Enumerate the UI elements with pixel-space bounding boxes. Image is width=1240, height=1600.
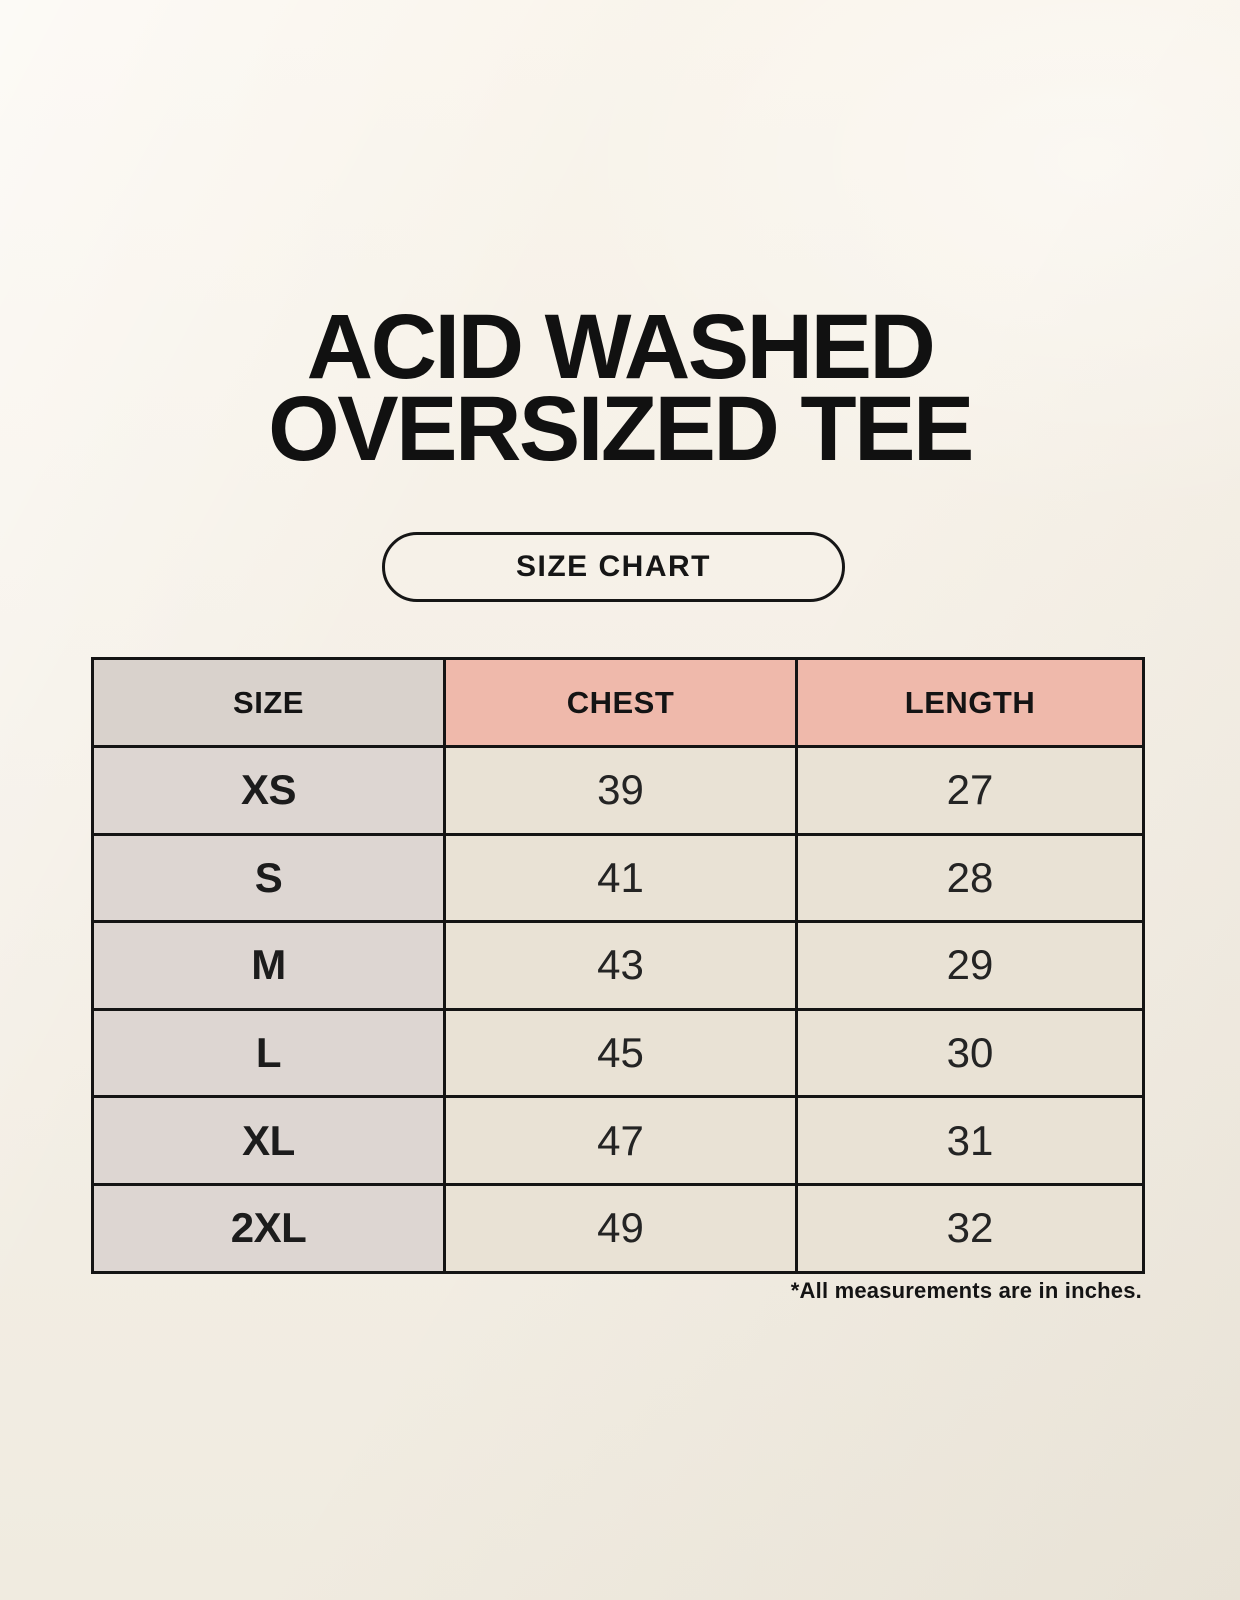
length-value-cell: 28 [795,832,1145,924]
chest-value-cell: 39 [443,745,798,836]
size-label-cell: XL [91,1095,446,1186]
table-row-m: M 43 29 [91,920,1145,1011]
chest-value-cell: 47 [443,1095,798,1186]
length-value-cell: 29 [795,920,1145,1011]
size-label-cell: S [91,832,446,924]
length-value-cell: 30 [795,1007,1145,1099]
product-title-line2: OVERSIZED TEE [268,378,974,480]
product-title: ACID WASHED OVERSIZED TEE [0,296,1240,480]
table-row-s: S 41 28 [91,832,1145,924]
chest-value-cell: 45 [443,1007,798,1099]
measurements-footnote: *All measurements are in inches. [790,1278,1142,1303]
table-header-row: SIZE CHEST LENGTH [91,657,1145,748]
table-row-xs: XS 39 27 [91,745,1145,836]
size-chart-button[interactable]: SIZE CHART [382,532,845,602]
size-label-cell: XS [91,745,446,836]
size-label-cell: L [91,1007,446,1099]
chest-value-cell: 41 [443,832,798,924]
length-value-cell: 27 [795,745,1145,836]
table-row-l: L 45 30 [91,1007,1145,1099]
size-label-cell: M [91,920,446,1011]
product-title-line1: ACID WASHED [306,296,936,398]
size-chart-button-label: SIZE CHART [516,550,711,583]
table-row-xl: XL 47 31 [91,1095,1145,1186]
chest-value-cell: 49 [443,1182,798,1274]
header-cell-length: LENGTH [795,657,1145,748]
header-cell-chest: CHEST [443,657,798,748]
size-chart-table: SIZE CHEST LENGTH XS 39 27 S 41 28 M 43 … [91,657,1145,1274]
chest-value-cell: 43 [443,920,798,1011]
table-row-2xl: 2XL 49 32 [91,1182,1145,1274]
length-value-cell: 31 [795,1095,1145,1186]
size-label-cell: 2XL [91,1182,446,1274]
length-value-cell: 32 [795,1182,1145,1274]
header-cell-size: SIZE [91,657,446,748]
